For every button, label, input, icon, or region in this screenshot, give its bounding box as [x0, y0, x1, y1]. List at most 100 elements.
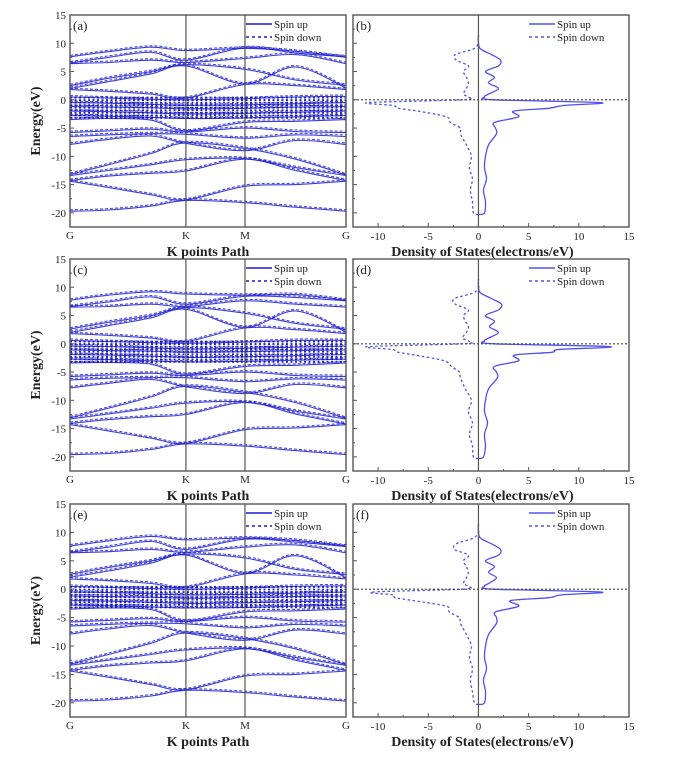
panel-label: (e) [73, 507, 87, 522]
panel-label: (f) [356, 507, 369, 522]
plot-frame [352, 503, 630, 718]
plot-frame [352, 258, 630, 472]
x-tick-label: 5 [526, 475, 532, 487]
dos-curves [364, 278, 612, 460]
x-tick-label: -10 [371, 721, 386, 733]
band-lines [70, 534, 346, 702]
kpoint-label-M: M [240, 474, 250, 486]
x-axis-title: K points Path [167, 489, 250, 504]
y-tick-label: 15 [55, 10, 67, 22]
band-spin-down [70, 571, 346, 587]
kpoint-label-K: K [182, 230, 190, 242]
band-legend-spin-down: Spin down [274, 276, 322, 288]
x-axis-title: K points Path [167, 735, 250, 750]
band-spin-up [70, 361, 346, 375]
y-tick-label: 0 [61, 339, 67, 351]
y-tick-label: -5 [57, 613, 67, 625]
panel-label: (b) [356, 18, 371, 33]
band-legend-spin-up: Spin up [274, 508, 308, 520]
dos-legend-spin-up: Spin up [557, 19, 591, 31]
band-lines [70, 289, 346, 456]
y-axis-title: Energy(eV) [29, 576, 44, 646]
plot-frame [69, 14, 347, 228]
band-spin-up [70, 572, 346, 589]
kpoint-label-G: G [66, 230, 74, 242]
band-spin-down [70, 552, 346, 577]
dos-spin-up-curve [477, 34, 604, 216]
kpoint-label-K: K [182, 474, 190, 486]
dos-spin-down-curve [369, 530, 480, 706]
y-tick-label: -5 [57, 367, 67, 379]
dos-spin-up-curve [477, 523, 604, 706]
x-tick-label: 0 [476, 231, 482, 243]
band-spin-down [70, 179, 346, 200]
band-spin-up [70, 180, 346, 201]
band-spin-up [70, 689, 346, 702]
x-tick-label: 5 [526, 231, 532, 243]
plot-frame [69, 258, 347, 472]
dos-curves [364, 34, 604, 216]
dos-legend-spin-down: Spin down [557, 32, 605, 44]
x-tick-label: 5 [526, 721, 532, 733]
panel-label: (c) [73, 262, 87, 277]
band-lines [70, 45, 346, 212]
band-spin-up [70, 307, 346, 330]
kpoint-label-G: G [66, 720, 74, 732]
y-tick-label: -20 [51, 698, 66, 710]
y-tick-label: -20 [51, 452, 66, 464]
x-axis-title: Density of States(electrons/eV) [391, 245, 574, 260]
dos-panel-1: -10 -5 0 5 10 15 Density of States(electrons/e… [352, 14, 636, 260]
band-spin-up [70, 424, 346, 445]
x-tick-label: 10 [573, 721, 585, 733]
y-tick-label: 5 [61, 311, 67, 323]
band-spin-up [70, 376, 346, 383]
kpoint-label-M: M [240, 720, 250, 732]
x-tick-label: 15 [624, 475, 636, 487]
x-tick-label: -5 [424, 231, 434, 243]
kpoint-label-G: G [66, 474, 74, 486]
dos-spin-down-curve [364, 41, 480, 216]
dos-panel-5: -10 -5 0 5 10 15 Density of States(electrons/e… [352, 503, 635, 750]
dos-panel-3: -10 -5 0 5 10 15 Density of States(electrons/e… [352, 258, 636, 504]
x-tick-label: -5 [424, 721, 434, 733]
band-spin-down [70, 307, 346, 332]
x-tick-label: -10 [371, 231, 386, 243]
band-spin-up [70, 64, 346, 87]
band-spin-down [70, 325, 346, 342]
y-tick-label: -10 [51, 151, 66, 163]
x-axis-title: K points Path [167, 245, 250, 260]
dos-legend-spin-up: Spin up [557, 263, 591, 275]
dos-legend-spin-down: Spin down [557, 521, 605, 533]
y-axis-title: Energy(eV) [29, 86, 44, 156]
kpoint-label-G: G [342, 474, 350, 486]
x-axis-title: Density of States(electrons/eV) [391, 489, 574, 504]
kpoint-label-G: G [342, 230, 350, 242]
panel-label: (d) [356, 262, 371, 277]
y-axis-title: Energy(eV) [29, 330, 44, 400]
x-tick-label: 10 [573, 231, 585, 243]
x-tick-label: 15 [624, 231, 636, 243]
band-legend-spin-down: Spin down [274, 32, 322, 44]
panel-label: (a) [73, 18, 87, 33]
x-tick-label: 0 [476, 475, 482, 487]
y-tick-label: 10 [55, 527, 67, 539]
kpoint-label-G: G [342, 720, 350, 732]
y-tick-label: -10 [51, 395, 66, 407]
y-tick-label: 15 [55, 499, 67, 511]
band-spin-up [70, 443, 346, 456]
y-tick-label: -10 [51, 641, 66, 653]
x-tick-label: 0 [476, 721, 482, 733]
y-tick-label: -20 [51, 208, 66, 220]
y-tick-label: 10 [55, 38, 67, 50]
band-legend-spin-up: Spin up [274, 19, 308, 31]
kpoint-label-M: M [240, 230, 250, 242]
y-tick-label: 0 [61, 584, 67, 596]
y-tick-label: 5 [61, 67, 67, 79]
y-tick-label: -5 [57, 123, 67, 135]
band-spin-down [70, 63, 346, 88]
plot-frame [352, 14, 630, 228]
plot-frame [69, 503, 347, 718]
